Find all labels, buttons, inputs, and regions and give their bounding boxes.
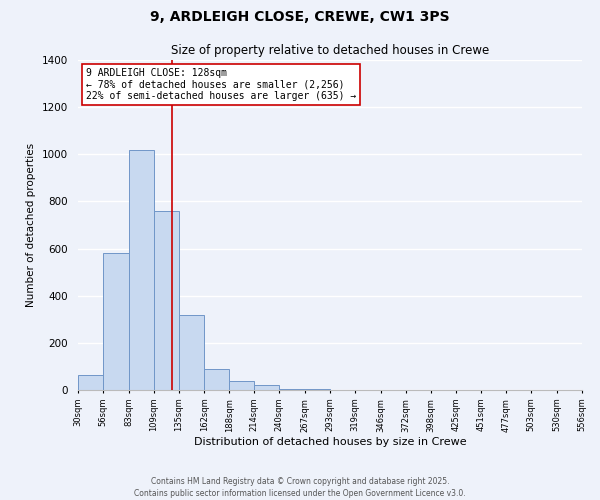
Y-axis label: Number of detached properties: Number of detached properties (26, 143, 37, 307)
Text: 9 ARDLEIGH CLOSE: 128sqm
← 78% of detached houses are smaller (2,256)
22% of sem: 9 ARDLEIGH CLOSE: 128sqm ← 78% of detach… (86, 68, 356, 102)
Bar (279, 389, 305, 390)
Bar (103, 254, 129, 390)
Bar (129, 150, 154, 390)
Title: Size of property relative to detached houses in Crewe: Size of property relative to detached ho… (171, 44, 489, 58)
Bar (205, 369, 229, 390)
Bar (305, 389, 330, 390)
X-axis label: Distribution of detached houses by size in Crewe: Distribution of detached houses by size … (194, 437, 466, 447)
Text: 9, ARDLEIGH CLOSE, CREWE, CW1 3PS: 9, ARDLEIGH CLOSE, CREWE, CW1 3PS (150, 10, 450, 24)
Bar (229, 380, 254, 390)
Bar (179, 314, 205, 390)
Bar (254, 386, 279, 390)
Bar (78, 374, 103, 390)
Text: Contains HM Land Registry data © Crown copyright and database right 2025.
Contai: Contains HM Land Registry data © Crown c… (134, 476, 466, 498)
Bar (154, 211, 179, 390)
